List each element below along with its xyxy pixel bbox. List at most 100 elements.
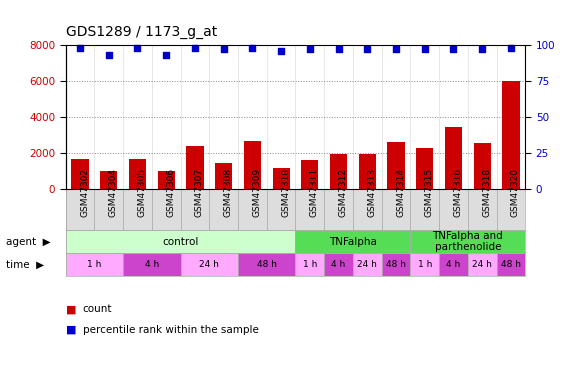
Text: GSM47307: GSM47307	[195, 168, 204, 217]
Text: GSM47313: GSM47313	[367, 168, 376, 217]
Bar	[66, 189, 94, 230]
Text: GSM47312: GSM47312	[339, 168, 348, 217]
Text: agent  ▶: agent ▶	[6, 237, 50, 247]
Point	[420, 46, 429, 53]
Bar	[439, 253, 468, 276]
Text: 48 h: 48 h	[386, 260, 406, 269]
Bar	[445, 127, 462, 189]
Text: GSM47305: GSM47305	[138, 168, 147, 217]
Text: GSM47306: GSM47306	[166, 168, 175, 217]
Bar	[411, 189, 439, 230]
Text: GSM47314: GSM47314	[396, 168, 405, 217]
Point	[248, 45, 257, 51]
Text: TNFalpha and
parthenolide: TNFalpha and parthenolide	[432, 231, 503, 252]
Point	[104, 52, 113, 58]
Text: GSM47315: GSM47315	[425, 168, 434, 217]
Text: GSM47309: GSM47309	[252, 168, 262, 217]
Point	[478, 46, 487, 53]
Bar	[502, 81, 520, 189]
Bar	[123, 189, 152, 230]
Point	[133, 45, 142, 51]
Bar	[180, 189, 210, 230]
Text: 4 h: 4 h	[447, 260, 461, 269]
Bar	[158, 171, 175, 189]
Text: ■: ■	[66, 325, 76, 335]
Bar	[180, 253, 238, 276]
Text: 24 h: 24 h	[199, 260, 219, 269]
Bar	[210, 189, 238, 230]
Bar	[215, 163, 232, 189]
Text: 1 h: 1 h	[303, 260, 317, 269]
Point	[219, 46, 228, 53]
Bar	[324, 253, 353, 276]
Text: 4 h: 4 h	[331, 260, 345, 269]
Bar	[411, 253, 439, 276]
Text: GSM47320: GSM47320	[511, 168, 520, 217]
Bar	[468, 189, 497, 230]
Bar	[381, 253, 411, 276]
Bar	[100, 171, 118, 189]
Bar	[330, 154, 347, 189]
Bar	[66, 230, 296, 253]
Bar	[416, 148, 433, 189]
Bar	[381, 189, 411, 230]
Text: GSM47308: GSM47308	[224, 168, 232, 217]
Point	[305, 46, 315, 53]
Bar	[152, 189, 180, 230]
Bar	[238, 189, 267, 230]
Bar	[359, 154, 376, 189]
Bar	[353, 189, 381, 230]
Text: GSM47318: GSM47318	[482, 168, 491, 217]
Point	[449, 46, 458, 53]
Bar	[296, 253, 324, 276]
Text: 1 h: 1 h	[87, 260, 102, 269]
Bar	[71, 159, 89, 189]
Bar	[244, 141, 261, 189]
Bar	[497, 253, 525, 276]
Bar	[411, 230, 525, 253]
Text: ■: ■	[66, 304, 76, 314]
Bar	[129, 159, 146, 189]
Bar	[353, 253, 381, 276]
Bar	[267, 189, 296, 230]
Point	[190, 45, 199, 51]
Bar	[301, 160, 319, 189]
Point	[506, 45, 516, 51]
Text: time  ▶: time ▶	[6, 259, 44, 269]
Bar	[324, 189, 353, 230]
Bar	[66, 253, 123, 276]
Bar	[296, 230, 411, 253]
Point	[75, 45, 85, 51]
Text: 1 h: 1 h	[417, 260, 432, 269]
Text: 48 h: 48 h	[501, 260, 521, 269]
Bar	[473, 143, 491, 189]
Text: 4 h: 4 h	[144, 260, 159, 269]
Text: control: control	[162, 237, 199, 247]
Point	[276, 48, 286, 54]
Bar	[186, 146, 204, 189]
Text: GSM47304: GSM47304	[108, 168, 118, 217]
Bar	[94, 189, 123, 230]
Text: 24 h: 24 h	[472, 260, 492, 269]
Bar	[238, 253, 296, 276]
Bar	[296, 189, 324, 230]
Point	[334, 46, 343, 53]
Text: 24 h: 24 h	[357, 260, 377, 269]
Text: percentile rank within the sample: percentile rank within the sample	[83, 325, 259, 335]
Bar	[272, 168, 289, 189]
Point	[363, 46, 372, 53]
Bar	[439, 189, 468, 230]
Text: count: count	[83, 304, 112, 314]
Text: GDS1289 / 1173_g_at: GDS1289 / 1173_g_at	[66, 26, 217, 39]
Text: GSM47302: GSM47302	[80, 168, 89, 217]
Text: GSM47316: GSM47316	[453, 168, 463, 217]
Text: GSM47310: GSM47310	[281, 168, 290, 217]
Point	[392, 46, 401, 53]
Text: 48 h: 48 h	[257, 260, 277, 269]
Bar	[468, 253, 497, 276]
Text: GSM47311: GSM47311	[310, 168, 319, 217]
Bar	[497, 189, 525, 230]
Point	[162, 52, 171, 58]
Bar	[123, 253, 180, 276]
Bar	[387, 142, 405, 189]
